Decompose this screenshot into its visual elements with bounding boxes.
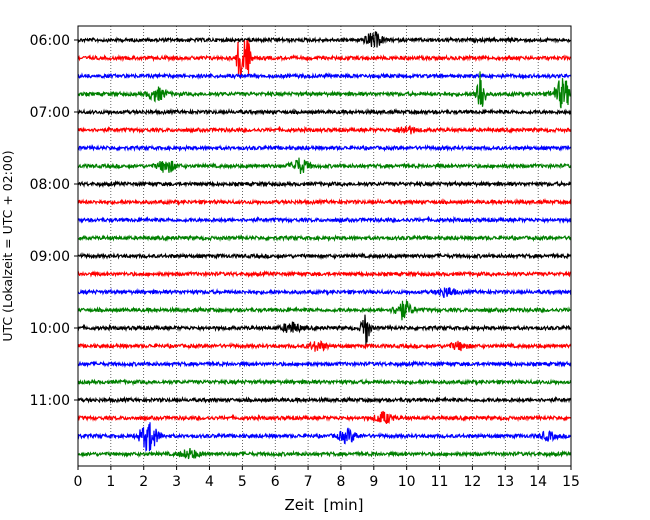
trace-line <box>77 31 572 48</box>
x-tick-label: 8 <box>336 474 345 490</box>
x-tick-label: 15 <box>562 474 580 490</box>
trace-line <box>77 314 572 347</box>
trace-line <box>77 71 572 80</box>
x-tick-label: 4 <box>205 474 214 490</box>
trace-line <box>77 39 572 79</box>
trace-line <box>77 410 572 425</box>
x-tick-label: 1 <box>106 474 115 490</box>
grid-lines <box>110 26 539 466</box>
trace-line <box>77 300 572 321</box>
trace-line <box>77 287 572 299</box>
x-axis-ticks: 0 1 2 3 4 5 6 7 8 9 10 11 12 13 14 15 <box>74 466 580 490</box>
y-tick-label: 09:00 <box>30 249 70 265</box>
x-tick-label: 7 <box>304 474 313 490</box>
y-tick-label: 11:00 <box>30 393 70 409</box>
x-tick-label: 6 <box>271 474 280 490</box>
trace-line <box>77 125 572 135</box>
y-tick-label: 06:00 <box>30 33 70 49</box>
x-axis-title: Zeit [min] <box>284 496 363 514</box>
y-axis-title: UTC (Lokalzeit = UTC + 02:00) <box>0 150 15 341</box>
plot-frame <box>77 25 572 467</box>
x-tick-label: 2 <box>139 474 148 490</box>
trace-line <box>77 71 572 109</box>
trace-line <box>77 340 572 352</box>
trace-line <box>77 269 572 279</box>
x-tick-label: 11 <box>431 474 449 490</box>
trace-line <box>77 377 572 387</box>
trace-line <box>77 251 572 261</box>
trace-line <box>77 422 572 453</box>
x-tick-label: 0 <box>74 474 83 490</box>
trace-line <box>77 107 572 116</box>
trace-line <box>77 234 572 243</box>
trace-line <box>77 197 572 206</box>
y-axis-ticks: 06:00 07:00 08:00 09:00 10:00 11:00 <box>30 33 78 409</box>
trace-line <box>77 215 572 224</box>
trace-line <box>77 447 572 460</box>
trace-series <box>77 31 572 460</box>
trace-line <box>77 144 572 153</box>
x-tick-label: 12 <box>463 474 481 490</box>
x-tick-label: 9 <box>369 474 378 490</box>
y-tick-label: 08:00 <box>30 177 70 193</box>
trace-line <box>77 179 572 189</box>
trace-line <box>77 395 572 404</box>
y-tick-label: 10:00 <box>30 321 70 337</box>
y-tick-label: 07:00 <box>30 105 70 121</box>
x-tick-label: 3 <box>172 474 181 490</box>
trace-line <box>77 359 572 369</box>
trace-line <box>77 157 572 175</box>
x-tick-label: 14 <box>529 474 547 490</box>
x-tick-label: 13 <box>496 474 514 490</box>
x-tick-label: 5 <box>238 474 247 490</box>
x-tick-label: 10 <box>398 474 416 490</box>
